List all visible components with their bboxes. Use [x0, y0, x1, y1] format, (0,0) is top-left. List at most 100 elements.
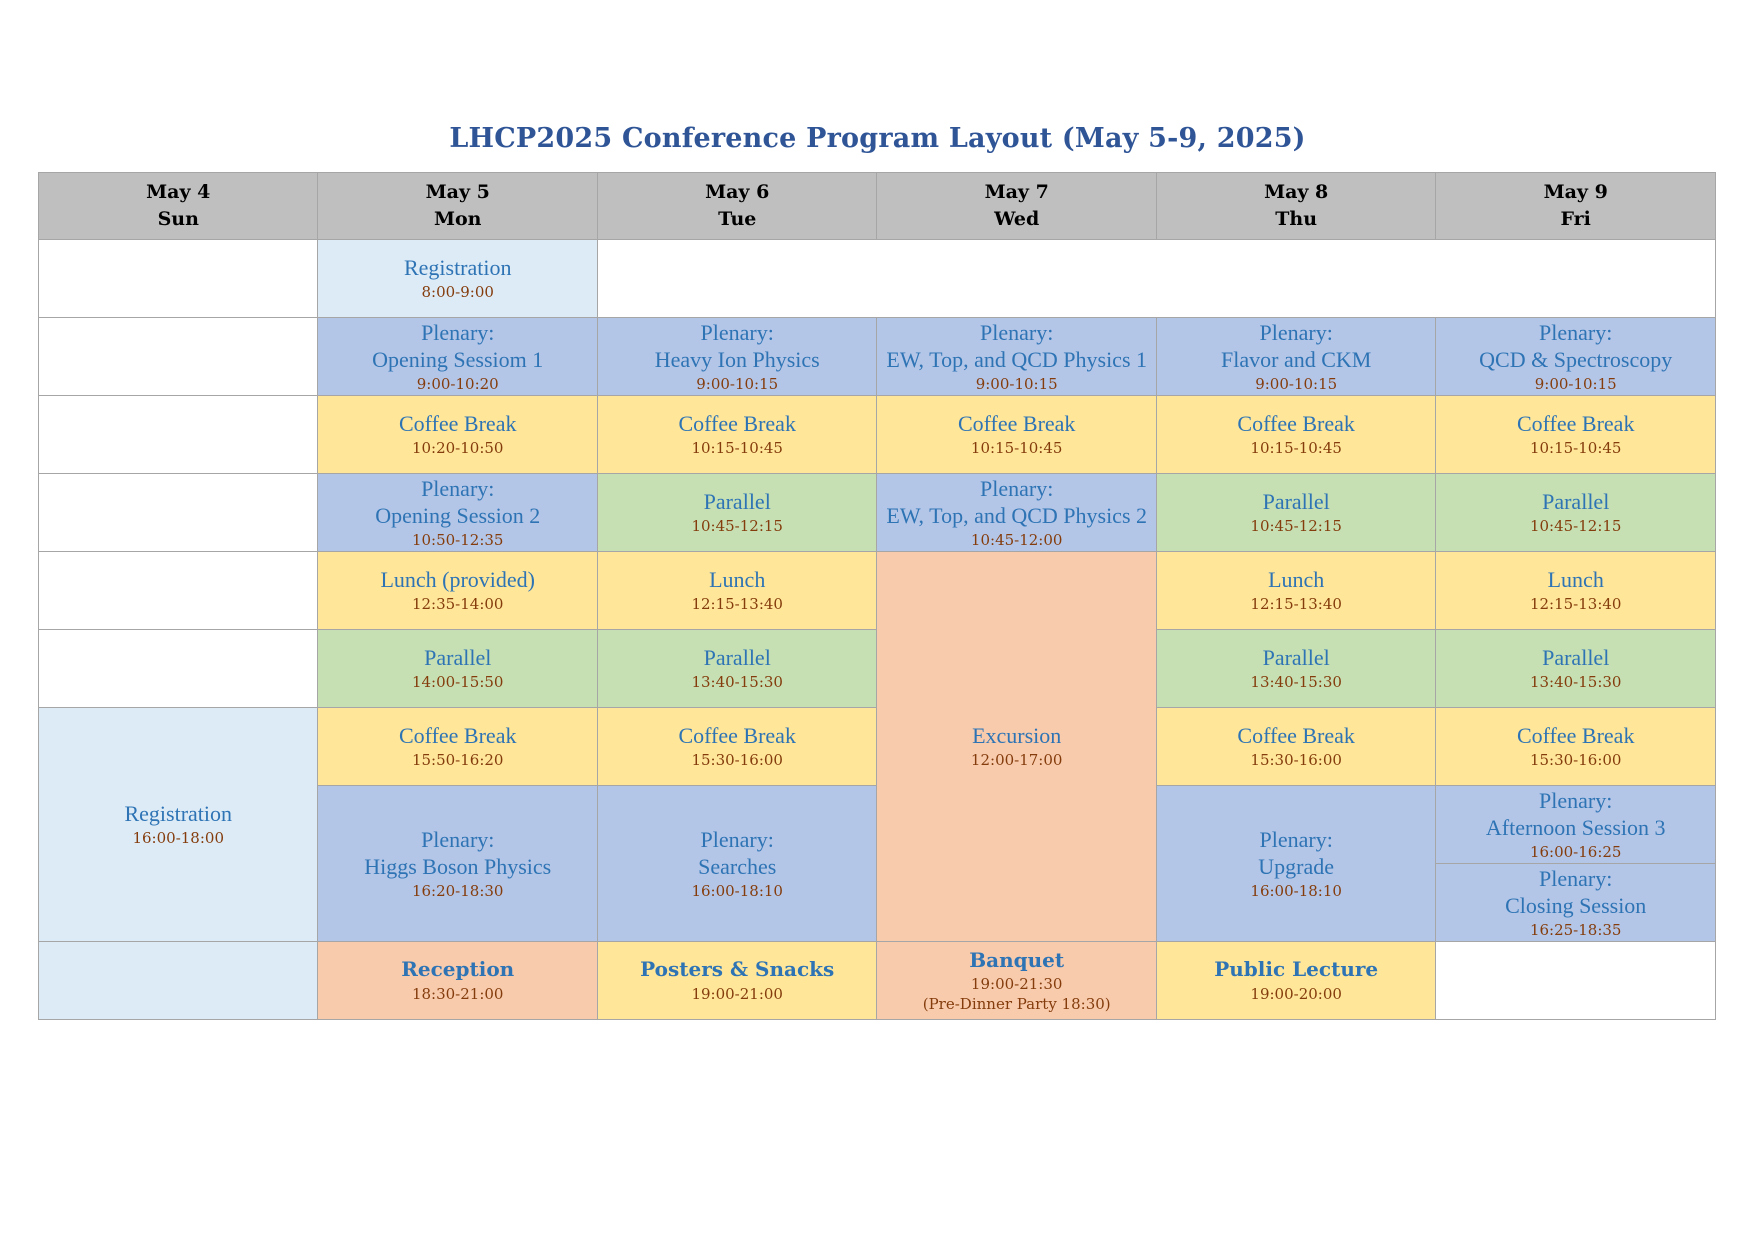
- empty-cell: [596, 239, 1717, 318]
- session-time: 15:30-16:00: [691, 751, 783, 769]
- session-thu-parallel-2: Parallel 13:40-15:30: [1155, 629, 1437, 708]
- session-note: (Pre-Dinner Party 18:30): [922, 995, 1111, 1013]
- session-title: Coffee Break: [1237, 723, 1355, 748]
- session-time: 9:00-10:15: [1255, 374, 1338, 393]
- page-title: LHCP2025 Conference Program Layout (May …: [449, 123, 1306, 154]
- slot-row-plenary-morning: Plenary: Opening Sessiom 1 9:00-10:20 Pl…: [37, 317, 1716, 396]
- session-title: Higgs Boson Physics: [364, 853, 552, 879]
- session-time: 9:00-10:15: [696, 374, 779, 393]
- session-fri-coffee-2: Coffee Break 15:30-16:00: [1435, 707, 1716, 786]
- session-thu-plenary-1: Plenary: Flavor and CKM 9:00-10:15: [1155, 317, 1437, 396]
- empty-cell: [37, 239, 319, 318]
- session-type: Plenary:: [700, 319, 774, 345]
- session-time: 13:40-15:30: [691, 673, 783, 691]
- session-time: 9:00-10:15: [975, 374, 1058, 393]
- session-time: 16:00-18:10: [691, 881, 783, 900]
- day-date: May 6: [705, 181, 770, 203]
- session-title: Parallel: [424, 645, 492, 670]
- session-tue-lunch: Lunch 12:15-13:40: [596, 551, 878, 630]
- session-type: Plenary:: [421, 826, 495, 852]
- session-thu-coffee-2: Coffee Break 15:30-16:00: [1155, 707, 1437, 786]
- day-header-row: May 4 Sun May 5 Mon May 6 Tue May 7 Wed May …: [37, 172, 1716, 240]
- session-mon-parallel: Parallel 14:00-15:50: [317, 629, 598, 708]
- session-sun-registration: Registration 16:00-18:00: [37, 707, 319, 942]
- slot-row-coffee-afternoon: Registration 16:00-18:00 Coffee Break 15…: [37, 707, 1716, 942]
- session-time: 16:00-16:25: [1529, 842, 1622, 861]
- session-type: Plenary:: [421, 319, 495, 345]
- session-time: 12:15-13:40: [1250, 595, 1342, 613]
- day-header-mon: May 5 Mon: [317, 172, 598, 240]
- session-type: Plenary:: [980, 475, 1054, 501]
- day-header-sun: May 4 Sun: [37, 172, 319, 240]
- session-type: Plenary:: [700, 826, 774, 852]
- session-wed-excursion: Excursion 12:00-17:00: [876, 551, 1157, 942]
- session-type: Plenary:: [980, 319, 1054, 345]
- session-tue-posters: Posters & Snacks 19:00-21:00: [596, 941, 878, 1020]
- session-time: 10:45-12:15: [1529, 517, 1622, 535]
- session-title: Parallel: [703, 645, 771, 670]
- session-time: 10:20-10:50: [411, 439, 504, 457]
- session-title: Coffee Break: [957, 411, 1076, 436]
- session-time: 13:40-15:30: [1250, 673, 1342, 691]
- empty-cell: [37, 317, 319, 396]
- session-time: 9:00-10:15: [1534, 374, 1617, 393]
- session-thu-lunch: Lunch 12:15-13:40: [1155, 551, 1437, 630]
- session-title: Lunch: [1547, 567, 1604, 592]
- session-time: 12:15-13:40: [1529, 595, 1622, 613]
- session-time: 19:00-21:00: [691, 985, 783, 1003]
- session-title: Registration: [124, 801, 233, 826]
- session-time: 10:45-12:15: [1250, 517, 1342, 535]
- session-time: 18:30-21:00: [411, 985, 504, 1003]
- session-time: 16:00-18:00: [132, 829, 224, 847]
- session-type: Plenary:: [1259, 826, 1333, 852]
- slot-row-closing: Plenary: Closing Session 16:25-18:35: [39, 863, 1716, 942]
- day-weekday: Sun: [157, 208, 199, 230]
- session-tue-parallel-2: Parallel 13:40-15:30: [596, 629, 878, 708]
- day-header-tue: May 6 Tue: [596, 172, 878, 240]
- session-tue-plenary-1: Plenary: Heavy Ion Physics 9:00-10:15: [596, 317, 878, 396]
- session-type: Plenary:: [421, 475, 495, 501]
- session-title: Coffee Break: [1237, 411, 1355, 436]
- session-title: Coffee Break: [1516, 723, 1635, 748]
- session-mon-lunch: Lunch (provided) 12:35-14:00: [317, 551, 598, 630]
- session-mon-plenary-2: Plenary: Opening Session 2 10:50-12:35: [317, 473, 598, 552]
- session-time: 10:45-12:00: [970, 530, 1063, 549]
- session-time: 13:40-15:30: [1529, 673, 1622, 691]
- session-tue-coffee-1: Coffee Break 10:15-10:45: [596, 395, 878, 474]
- session-time: 16:20-18:30: [411, 881, 504, 900]
- empty-cell: [37, 395, 319, 474]
- session-tue-plenary-3: Plenary: Searches 16:00-18:10: [596, 785, 878, 942]
- empty-cell-fri-evening: [1435, 941, 1716, 1020]
- day-weekday: Wed: [994, 208, 1040, 230]
- session-time: 19:00-21:30: [970, 975, 1063, 993]
- day-weekday: Mon: [433, 208, 482, 230]
- session-fri-parallel-2: Parallel 13:40-15:30: [1435, 629, 1716, 708]
- session-wed-plenary-2: Plenary: EW, Top, and QCD Physics 2 10:4…: [876, 473, 1157, 552]
- session-time: 14:00-15:50: [411, 673, 504, 691]
- session-title: Coffee Break: [678, 723, 796, 748]
- session-title: Afternoon Session 3: [1485, 814, 1666, 840]
- session-title: Coffee Break: [398, 723, 517, 748]
- session-thu-plenary-3: Plenary: Upgrade 16:00-18:10: [1155, 785, 1437, 942]
- session-tue-parallel-1: Parallel 10:45-12:15: [596, 473, 878, 552]
- session-title: Searches: [698, 853, 777, 879]
- session-fri-coffee-1: Coffee Break 10:15-10:45: [1435, 395, 1716, 474]
- day-weekday: Tue: [718, 208, 757, 230]
- session-title: Excursion: [972, 723, 1062, 748]
- session-title: Registration: [403, 255, 512, 280]
- session-fri-closing: Plenary: Closing Session 16:25-18:35: [1435, 863, 1716, 942]
- session-title: QCD & Spectroscopy: [1479, 346, 1673, 372]
- session-title: Heavy Ion Physics: [654, 346, 820, 372]
- session-time: 16:25-18:35: [1529, 920, 1622, 939]
- slot-row-late-morning: Plenary: Opening Session 2 10:50-12:35 P…: [37, 473, 1716, 552]
- session-time: 16:00-18:10: [1250, 881, 1342, 900]
- slot-row-registration: Registration 8:00-9:00: [37, 239, 1717, 318]
- session-title: Posters & Snacks: [640, 957, 835, 981]
- session-title: EW, Top, and QCD Physics 1: [886, 346, 1148, 372]
- session-title: Coffee Break: [398, 411, 517, 436]
- session-time: 12:15-13:40: [691, 595, 783, 613]
- session-time: 12:00-17:00: [970, 751, 1063, 769]
- session-type: Plenary:: [1539, 319, 1613, 345]
- session-fri-parallel-1: Parallel 10:45-12:15: [1435, 473, 1716, 552]
- session-time: 10:15-10:45: [970, 439, 1063, 457]
